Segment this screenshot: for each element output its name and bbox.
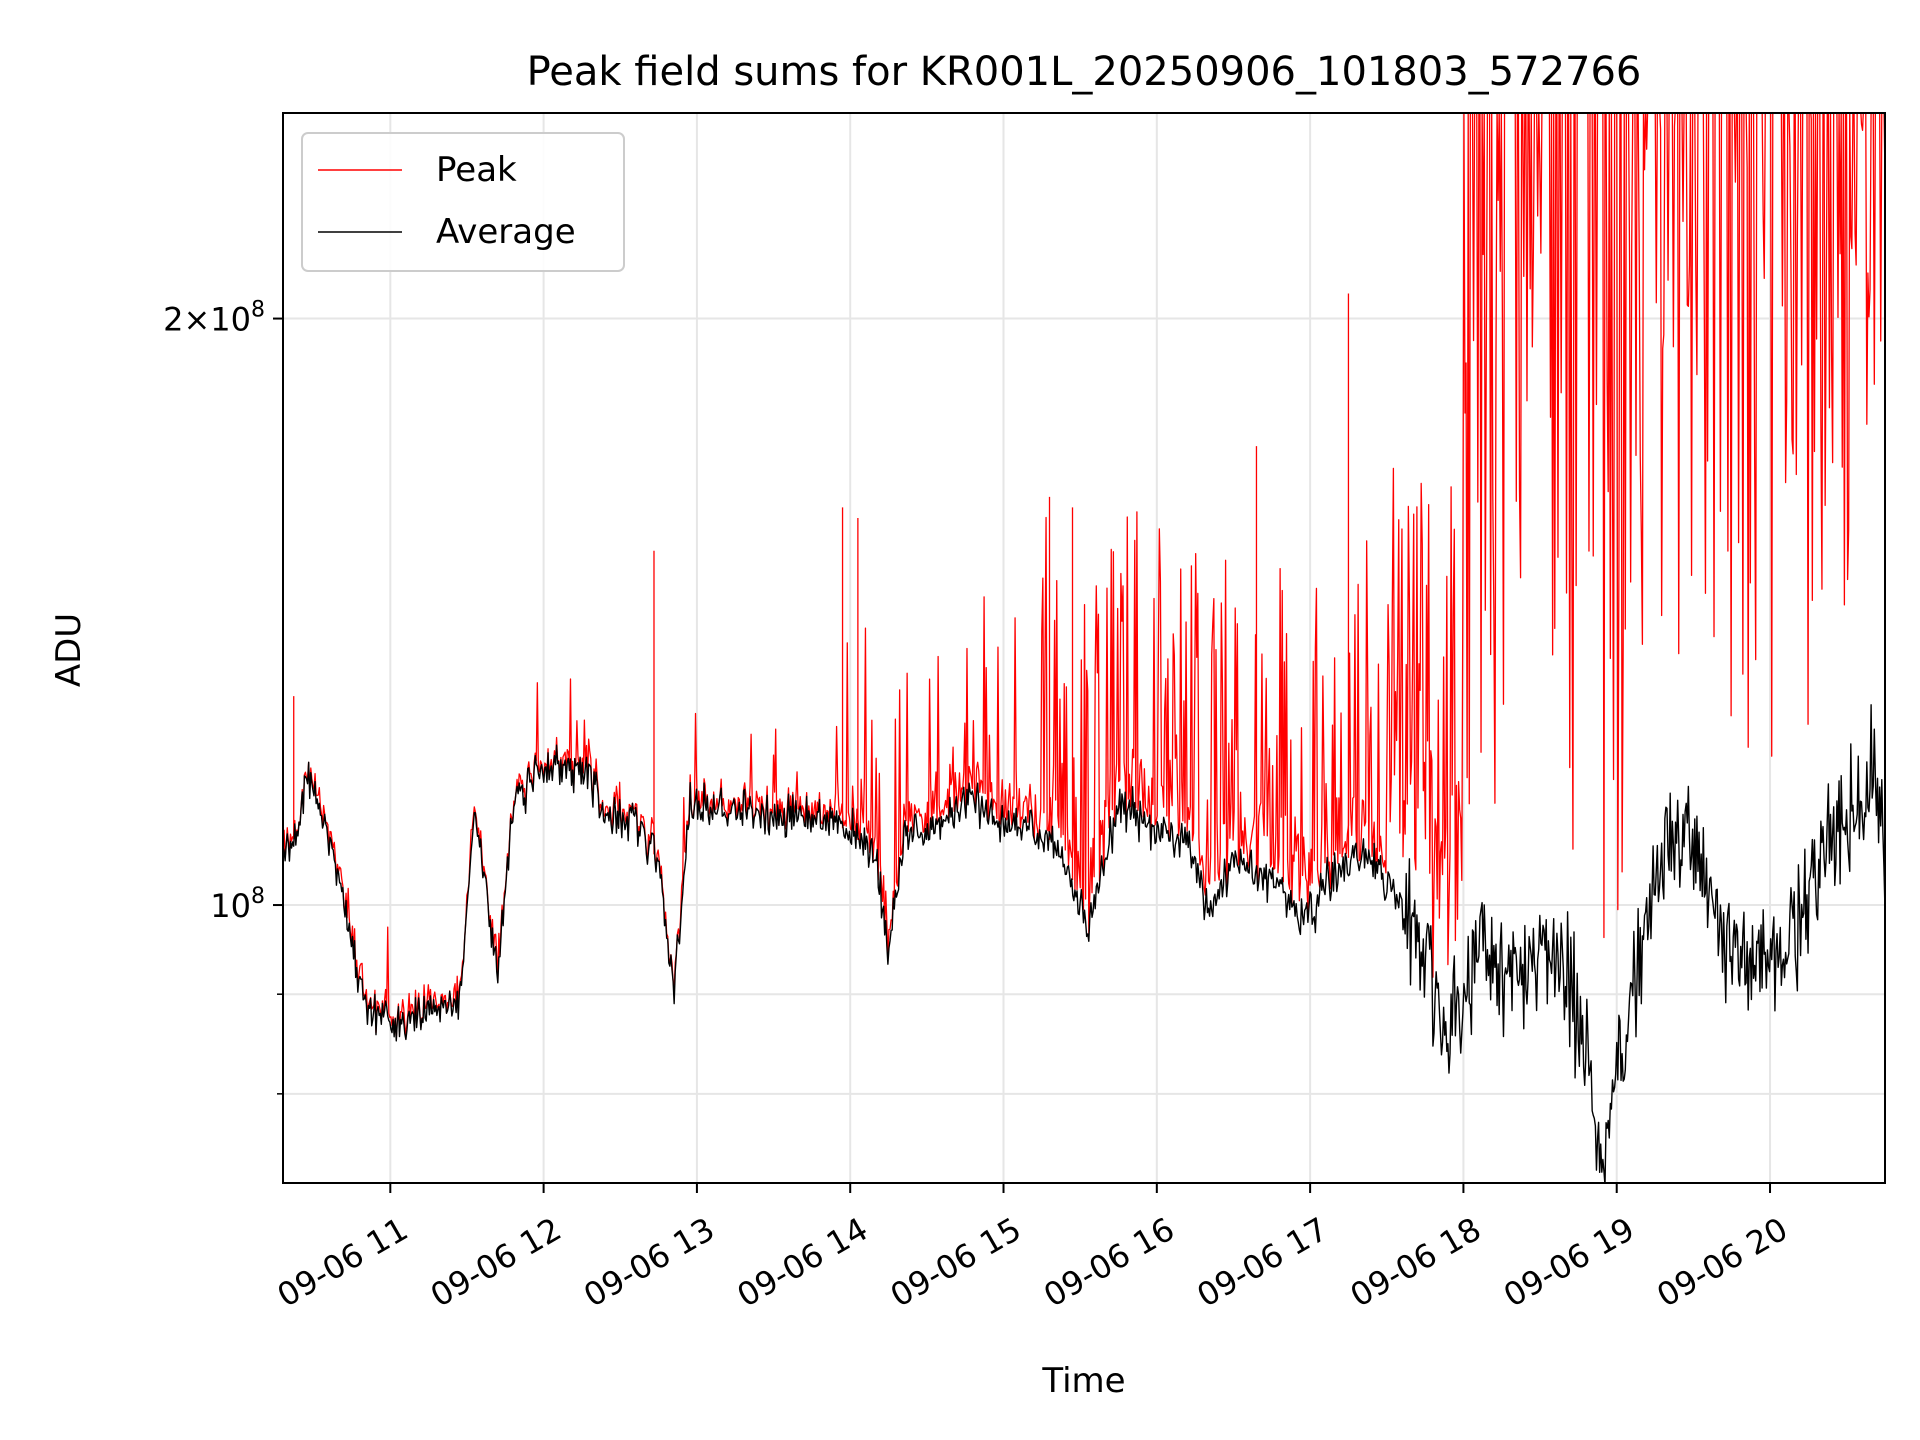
peak-line [283,113,1885,1040]
y-tick-label: 2×108 [163,298,265,339]
legend-peak-label: Peak [436,150,517,190]
average-line [283,704,1885,1183]
y-tick-label: 108 [210,884,265,925]
legend-average-label: Average [436,212,576,252]
plot-frame [282,112,1886,1184]
legend-box [301,132,625,272]
legend: Peak Average [301,132,625,272]
chart-title: Peak field sums for KR001L_20250906_1018… [527,49,1642,95]
average-series [283,704,1885,1183]
y-axis-label: ADU [49,613,89,687]
y-axis: 108 2×108 [163,298,283,1095]
peak-series [283,113,1885,1040]
x-axis-label: Time [1041,1361,1125,1401]
